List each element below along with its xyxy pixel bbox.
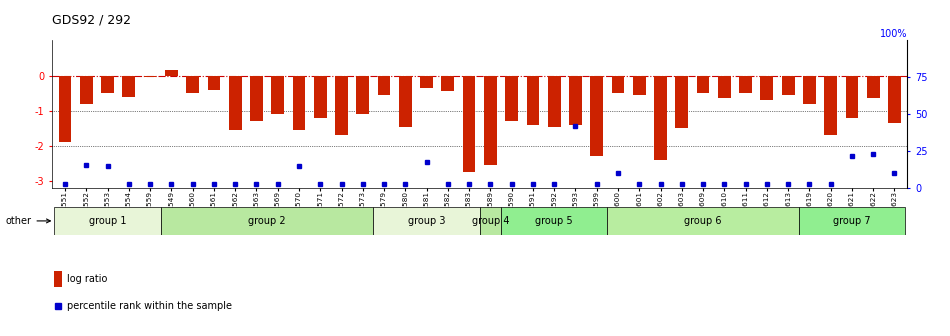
Bar	[356, 76, 370, 114]
Text: percentile rank within the sample: percentile rank within the sample	[67, 301, 232, 310]
Bar	[799, 207, 905, 235]
Bar	[846, 76, 859, 118]
Bar	[373, 207, 480, 235]
Text: other: other	[6, 216, 50, 226]
Bar	[186, 76, 199, 93]
Bar	[739, 76, 752, 93]
Text: group 3: group 3	[408, 216, 446, 226]
Bar	[80, 76, 93, 104]
Text: GDS92 / 292: GDS92 / 292	[52, 14, 131, 27]
Bar	[888, 76, 901, 123]
Bar	[675, 76, 688, 128]
Bar	[165, 70, 178, 76]
Text: group 5: group 5	[536, 216, 573, 226]
Bar	[335, 76, 348, 135]
Bar	[143, 76, 157, 77]
Text: group 4: group 4	[471, 216, 509, 226]
Bar	[229, 76, 241, 130]
Text: group 2: group 2	[248, 216, 286, 226]
Bar	[484, 76, 497, 165]
Bar	[761, 76, 773, 100]
Bar	[480, 207, 501, 235]
Bar	[378, 76, 390, 95]
Bar	[399, 76, 411, 127]
Bar	[207, 76, 220, 90]
Bar	[696, 76, 710, 93]
Bar	[782, 76, 794, 95]
Bar	[825, 76, 837, 135]
Bar	[101, 76, 114, 93]
Bar	[612, 76, 624, 93]
Bar	[250, 76, 263, 121]
Bar	[161, 207, 373, 235]
Text: log ratio: log ratio	[67, 274, 107, 284]
Bar	[501, 207, 607, 235]
Bar	[718, 76, 731, 98]
Bar	[607, 207, 799, 235]
Text: group 1: group 1	[88, 216, 126, 226]
Bar	[420, 76, 433, 88]
Bar	[633, 76, 646, 95]
Text: 100%: 100%	[880, 29, 907, 39]
Bar	[314, 76, 327, 118]
Bar	[655, 76, 667, 160]
Bar	[293, 76, 305, 130]
Bar	[442, 76, 454, 91]
Bar	[590, 76, 603, 157]
Bar	[569, 76, 581, 125]
Bar	[866, 76, 880, 98]
Text: group 6: group 6	[684, 216, 722, 226]
Bar	[54, 270, 63, 288]
Bar	[272, 76, 284, 114]
Bar	[803, 76, 816, 104]
Bar	[505, 76, 518, 121]
Bar	[54, 207, 161, 235]
Bar	[123, 76, 135, 97]
Bar	[59, 76, 71, 142]
Bar	[526, 76, 540, 125]
Bar	[463, 76, 476, 172]
Bar	[548, 76, 560, 127]
Text: group 7: group 7	[833, 216, 871, 226]
